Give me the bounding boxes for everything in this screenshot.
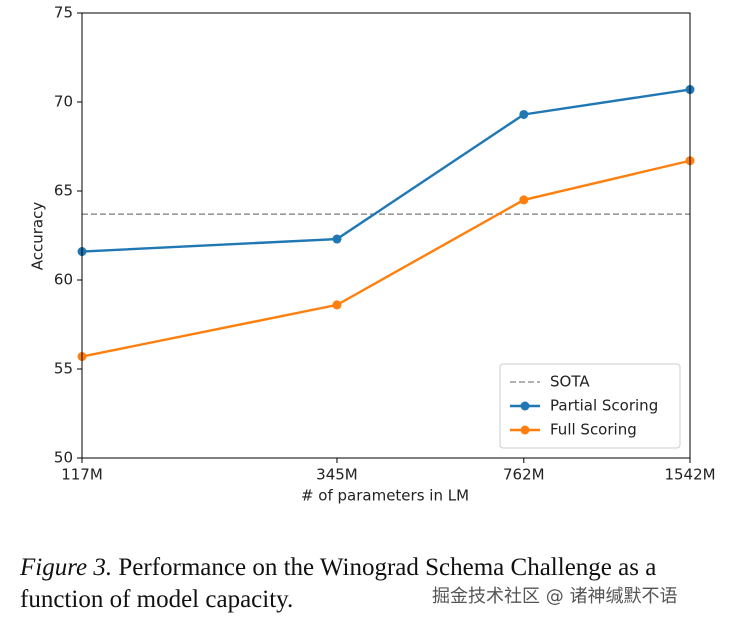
point [332, 234, 342, 244]
plot-frame [81, 12, 691, 459]
x-axis-label: # of parameters in LM [301, 487, 469, 505]
y-tick-label: 55 [54, 360, 73, 378]
point [519, 195, 529, 205]
y-tick-label: 50 [54, 449, 73, 467]
point [332, 300, 342, 310]
chart: # of parameters in LM Accuracy 50 55 60 65 7… [29, 4, 716, 505]
caption: Figure 3. Performance on the Winograd Sc… [20, 552, 732, 616]
x-tick-label: 345M [316, 466, 358, 484]
series-line [81, 159, 691, 358]
caption-label: Figure 3. [20, 554, 113, 581]
legend-label: SOTA [550, 373, 590, 391]
x-tick-label: 117M [61, 466, 103, 484]
legend-marker [520, 401, 530, 411]
watermark: 掘金技术社区 @ 诸神缄默不语 [432, 586, 678, 607]
x-tick-label: 1542M [664, 466, 715, 484]
series-line [81, 88, 691, 253]
y-tick-label: 65 [54, 182, 73, 200]
legend-label: Full Scoring [550, 421, 637, 439]
legend-box [499, 363, 681, 449]
y-tick-label: 70 [54, 93, 73, 111]
y-tick-label: 60 [54, 271, 73, 289]
legend-label: Partial Scoring [550, 397, 658, 415]
caption-text: Performance on the Winograd Schema Chall… [20, 554, 657, 613]
y-tick-label: 75 [54, 4, 73, 22]
y-axis-label: Accuracy [29, 202, 47, 271]
point [519, 109, 529, 119]
x-tick-label: 762M [503, 466, 545, 484]
legend-marker [520, 425, 530, 435]
